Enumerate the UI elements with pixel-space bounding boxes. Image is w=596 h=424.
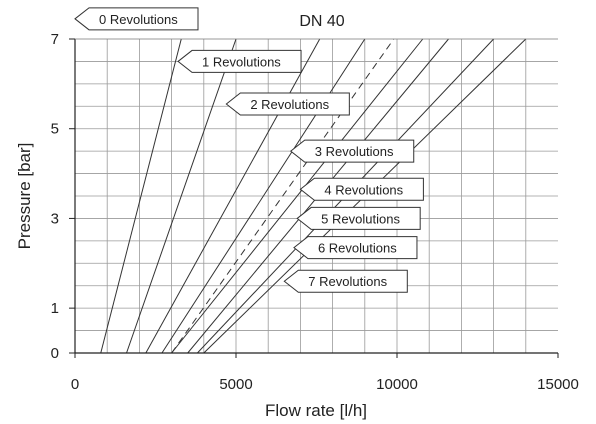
series-line xyxy=(171,38,424,354)
callout-label: 3 Revolutions xyxy=(315,144,394,159)
callout: 2 Revolutions xyxy=(225,92,350,116)
callout-arrow-shape xyxy=(299,177,424,201)
callout: 4 Revolutions xyxy=(299,177,424,201)
series-line xyxy=(145,38,321,354)
x-axis-title: Flow rate [l/h] xyxy=(265,401,367,420)
callout-arrow-shape xyxy=(289,139,415,163)
series-lines xyxy=(100,38,527,354)
callout-arrow-shape xyxy=(177,49,302,73)
callouts: 0 Revolutions 1 Revolutions 2 Revolutions 3… xyxy=(74,7,424,293)
series-line xyxy=(161,38,366,354)
callout-arrow-shape xyxy=(293,236,418,260)
y-tick-label: 1 xyxy=(51,300,59,317)
series-line xyxy=(100,38,182,354)
callout: 1 Revolutions xyxy=(177,49,302,73)
y-tick-label: 5 xyxy=(51,121,59,138)
series-line xyxy=(126,38,237,354)
x-tick-label: 15000 xyxy=(537,376,579,393)
callout: 5 Revolutions xyxy=(296,206,421,230)
y-tick-label: 7 xyxy=(51,31,59,48)
callout: 7 Revolutions xyxy=(283,269,408,293)
callout-arrow-shape xyxy=(225,92,350,116)
y-tick-label: 3 xyxy=(51,210,59,227)
callout-arrow-shape xyxy=(74,7,199,31)
callout: 0 Revolutions xyxy=(74,7,199,31)
callout-label: 2 Revolutions xyxy=(250,97,329,112)
callout-label: 7 Revolutions xyxy=(308,274,387,289)
callout: 6 Revolutions xyxy=(293,236,418,260)
callout-arrow-shape xyxy=(283,269,408,293)
callout-label: 4 Revolutions xyxy=(324,182,403,197)
x-tick-label: 10000 xyxy=(376,376,418,393)
callout-arrow-shape xyxy=(296,206,421,230)
series-line xyxy=(171,38,395,354)
y-tick-label: 0 xyxy=(51,345,59,362)
y-axis-title: Pressure [bar] xyxy=(15,143,34,250)
x-tick-label: 5000 xyxy=(219,376,252,393)
callout-label: 1 Revolutions xyxy=(202,54,281,69)
callout-label: 5 Revolutions xyxy=(321,211,400,226)
x-tick-label: 0 xyxy=(71,376,79,393)
callout-label: 6 Revolutions xyxy=(318,241,397,256)
axes: 0 5000 10000 15000 0 1 3 5 7 xyxy=(51,31,579,393)
chart-title: DN 40 xyxy=(299,13,344,30)
callout: 3 Revolutions xyxy=(289,139,415,163)
callout-label: 0 Revolutions xyxy=(99,12,178,27)
